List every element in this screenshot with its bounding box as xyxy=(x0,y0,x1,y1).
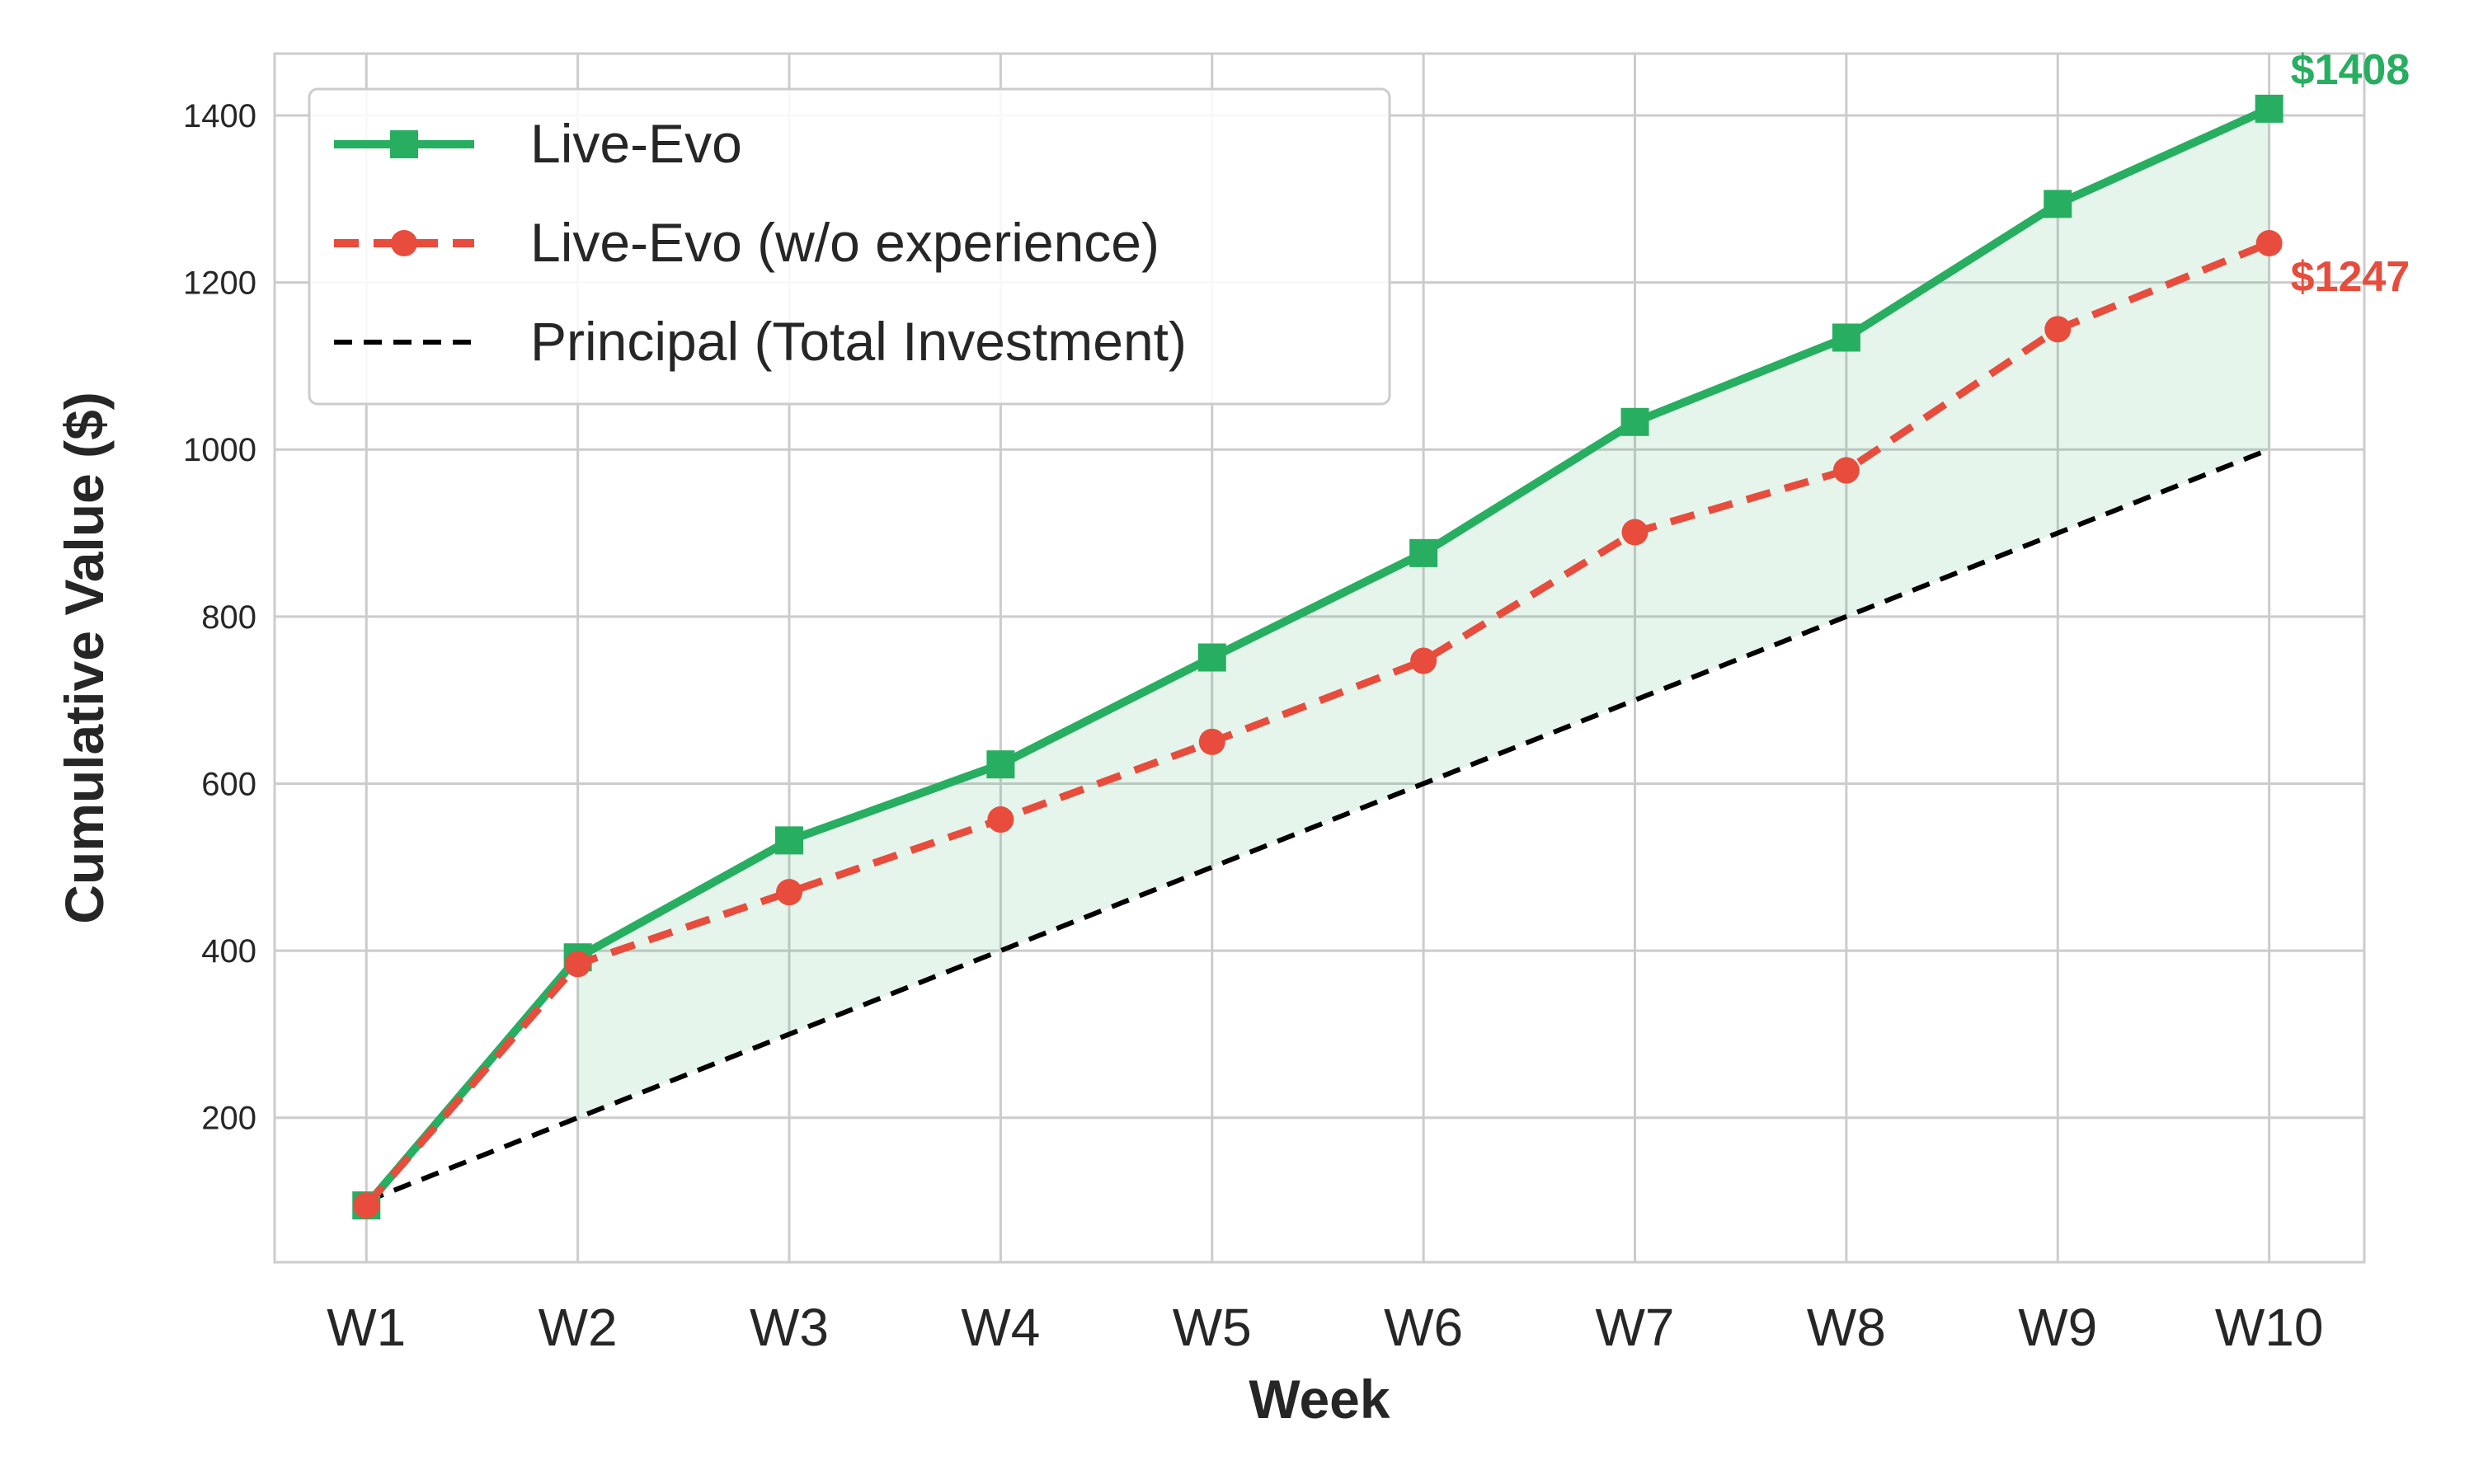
data-point-circle xyxy=(564,951,591,978)
series-lines xyxy=(352,94,2284,1220)
legend-marker-square xyxy=(390,130,418,158)
data-point-square xyxy=(1620,407,1649,436)
series-line-2 xyxy=(365,447,2270,1204)
plot-frame xyxy=(273,52,2366,1264)
data-point-circle xyxy=(1198,728,1225,755)
x-axis-label: Week xyxy=(1249,1369,1390,1430)
series-line-0 xyxy=(363,105,2271,1209)
data-point-square xyxy=(2044,190,2072,218)
x-tick-label: W6 xyxy=(1384,1298,1463,1357)
x-tick-label: W9 xyxy=(2018,1298,2097,1357)
data-point-circle xyxy=(776,879,803,906)
x-tick-label: W2 xyxy=(539,1298,618,1357)
y-tick-label: 600 xyxy=(201,766,256,802)
x-tick-labels: W1 W2 W3 W4 W5 W6 W7 W8 W9 W10 xyxy=(327,1298,2323,1357)
data-point-circle xyxy=(1410,647,1437,674)
legend: Live-Evo Live-Evo (w/o experience) Princip… xyxy=(308,87,1391,406)
annotations: $1408 $1247 xyxy=(2291,46,2411,301)
legend-label: Live-Evo xyxy=(530,113,742,174)
data-point-circle xyxy=(2255,229,2283,256)
data-point-circle xyxy=(2044,316,2072,343)
data-point-square xyxy=(2255,94,2284,123)
y-tick-label: 800 xyxy=(201,599,256,636)
legend-label: Live-Evo (w/o experience) xyxy=(530,212,1159,273)
data-point-circle xyxy=(987,806,1014,834)
x-tick-label: W7 xyxy=(1596,1298,1675,1357)
legend-marker-circle xyxy=(391,230,417,256)
y-tick-label: 1200 xyxy=(183,265,256,302)
y-tick-label: 1400 xyxy=(183,98,256,134)
data-point-square xyxy=(1197,643,1226,672)
x-tick-label: W3 xyxy=(750,1298,829,1357)
fill-between-area xyxy=(577,108,2269,1118)
data-point-square xyxy=(986,750,1015,779)
y-axis-label: Cumulative Value ($) xyxy=(54,392,115,924)
y-tick-label: 200 xyxy=(201,1101,256,1137)
annotation-label: $1408 xyxy=(2291,46,2411,94)
data-point-square xyxy=(1832,323,1860,352)
x-tick-label: W4 xyxy=(961,1298,1040,1357)
legend-label: Principal (Total Investment) xyxy=(530,311,1187,372)
y-tick-label: 1000 xyxy=(183,432,256,468)
x-tick-label: W5 xyxy=(1173,1298,1252,1357)
x-tick-label: W10 xyxy=(2215,1298,2324,1357)
data-point-circle xyxy=(1621,519,1649,546)
x-tick-label: W1 xyxy=(327,1298,406,1357)
y-tick-labels: 200 400 600 800 1000 1200 1400 xyxy=(183,98,256,1137)
legend-box xyxy=(308,87,1391,406)
fill-area xyxy=(577,108,2269,1118)
x-tick-label: W8 xyxy=(1807,1298,1886,1357)
data-point-circle xyxy=(1832,457,1860,484)
annotation-label: $1247 xyxy=(2291,253,2411,301)
data-point-square xyxy=(775,826,804,855)
y-tick-label: 400 xyxy=(201,933,256,970)
data-point-square xyxy=(1409,538,1438,567)
data-point-circle xyxy=(353,1192,380,1219)
